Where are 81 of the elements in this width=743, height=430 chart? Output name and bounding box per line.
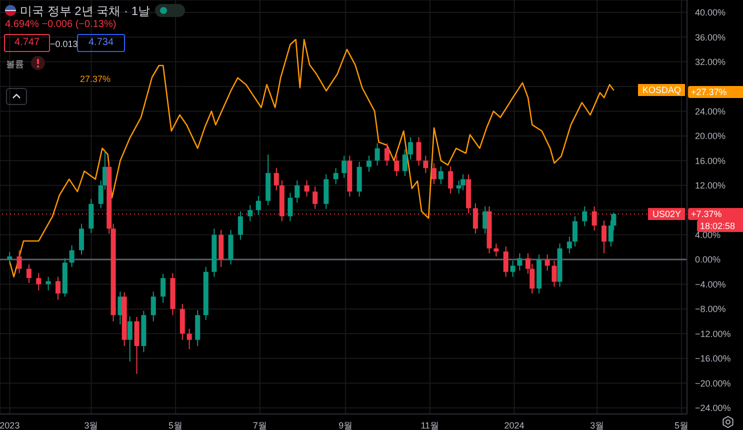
candlestick — [503, 246, 508, 278]
annotation: 볼륨 — [6, 58, 24, 70]
candlestick — [416, 136, 422, 166]
candlestick — [601, 220, 606, 254]
text: KOSDAQ — [638, 84, 685, 96]
y-tick-label: 40.00% — [695, 8, 726, 18]
candlestick — [448, 166, 454, 194]
candlestick — [312, 186, 318, 210]
y-tick-label: 24.00% — [695, 106, 726, 116]
candlestick — [394, 155, 400, 177]
candlestick — [118, 291, 123, 325]
candlestick — [69, 244, 74, 268]
x-tick-label: 3월 — [84, 420, 98, 430]
candlestick — [582, 206, 588, 227]
candlestick — [160, 273, 166, 304]
y-tick-label: −4.00% — [695, 279, 726, 290]
candlestick — [256, 195, 261, 216]
x-tick-label: 5월 — [168, 420, 183, 430]
text: US02Y — [648, 208, 685, 220]
x-tick-label: 2023 — [0, 420, 20, 430]
x-tick-label: 3월 — [590, 420, 604, 430]
candlestick — [552, 260, 557, 288]
candlestick — [374, 142, 380, 166]
candlestick — [438, 166, 444, 185]
y-tick-label: −20.00% — [695, 378, 731, 388]
candlestick — [248, 204, 253, 222]
y-tick-label: −8.00% — [695, 304, 726, 314]
candlestick — [460, 174, 466, 191]
y-tick-label: −12.00% — [695, 328, 731, 339]
y-tick-label: 20.00% — [695, 131, 726, 142]
candlestick — [494, 242, 499, 257]
candlestick — [78, 223, 84, 256]
text: +27.37% — [688, 86, 743, 98]
x-tick-label: 5월 — [674, 420, 688, 430]
candlestick — [127, 316, 132, 362]
candlestick — [150, 291, 156, 322]
x-tick-label: 7월 — [252, 420, 267, 430]
candlestick — [294, 180, 300, 204]
annotation: −0.013 — [50, 38, 78, 50]
candlestick — [342, 155, 347, 178]
candlestick — [510, 260, 516, 278]
candlestick — [566, 236, 572, 254]
candlestick — [274, 168, 279, 191]
candlestick — [55, 276, 60, 300]
y-tick-label: −16.00% — [695, 354, 731, 364]
candlestick — [572, 216, 578, 248]
x-tick-label: 9월 — [338, 420, 353, 430]
x-tick-label: 11월 — [420, 420, 440, 430]
candlestick — [46, 276, 51, 291]
y-tick-label: 4.00% — [695, 230, 721, 240]
candlestick — [304, 180, 310, 197]
y-tick-label: 0.00% — [695, 254, 721, 265]
candlestick — [366, 155, 372, 172]
candlestick — [517, 252, 522, 272]
candlestick — [423, 155, 428, 174]
y-tick-label: 36.00% — [695, 32, 726, 42]
y-tick-label: 32.00% — [695, 56, 726, 67]
text: 18:02:58 — [697, 220, 743, 232]
annotation: 4.734 — [77, 34, 125, 52]
annotation: 27.37% — [80, 73, 111, 85]
candlestick — [186, 328, 192, 350]
y-tick-label: 12.00% — [695, 180, 726, 191]
annotation: 4.747 — [4, 34, 50, 52]
candlestick — [26, 264, 32, 284]
candlestick — [408, 136, 413, 160]
chart-title: 미국 정부 2년 국채 · 1날 — [20, 3, 150, 20]
y-tick-label: 16.00% — [695, 156, 726, 166]
candlestick — [36, 272, 42, 291]
candlestick — [333, 168, 338, 185]
y-tick-label: −24.00% — [695, 403, 731, 414]
x-tick-label: 2024 — [504, 420, 524, 430]
candlestick — [7, 252, 12, 265]
candlestick — [431, 162, 436, 185]
candlestick — [384, 142, 390, 166]
candlestick — [288, 192, 293, 222]
candlestick — [238, 210, 243, 240]
text: +7.37% — [688, 208, 743, 220]
text: 4.694% −0.006 (−0.13%) — [5, 19, 116, 30]
candlestick — [402, 149, 408, 177]
candlestick — [16, 250, 22, 274]
candlestick — [544, 254, 550, 272]
